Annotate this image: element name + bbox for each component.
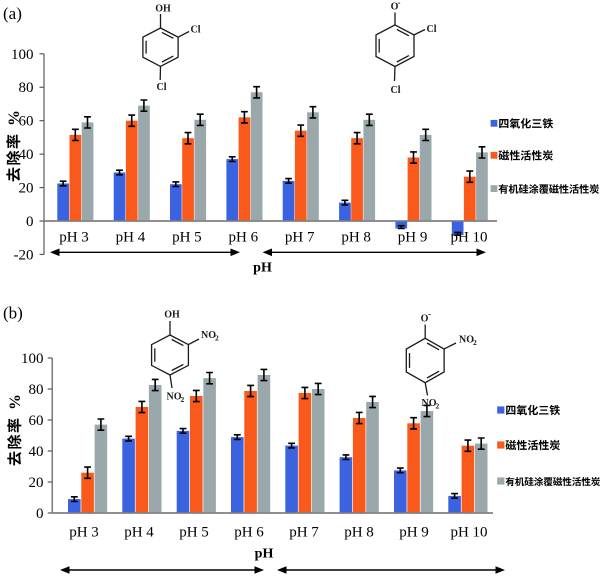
svg-text:Cl: Cl: [157, 82, 167, 93]
svg-text:pH 5: pH 5: [179, 525, 209, 541]
svg-text:pH 4: pH 4: [116, 230, 146, 246]
svg-text:O: O: [391, 2, 399, 13]
svg-text:20: 20: [29, 475, 44, 491]
svg-text:2: 2: [181, 395, 185, 404]
svg-text:Cl: Cl: [427, 24, 437, 35]
svg-text:pH 6: pH 6: [228, 230, 258, 246]
svg-text:-20: -20: [14, 247, 34, 263]
svg-text:NO: NO: [422, 398, 437, 409]
svg-text:NO: NO: [201, 330, 216, 341]
svg-text:pH: pH: [255, 547, 274, 562]
svg-text:80: 80: [29, 382, 44, 398]
svg-text:Cl: Cl: [391, 85, 401, 96]
svg-text:(b): (b): [3, 304, 23, 323]
svg-text:pH 7: pH 7: [289, 525, 319, 541]
svg-text:NO: NO: [459, 335, 474, 346]
svg-text:20: 20: [19, 181, 34, 197]
svg-text:NO: NO: [167, 392, 182, 403]
svg-text:-: -: [428, 309, 431, 319]
svg-text:pH 8: pH 8: [341, 230, 371, 246]
svg-text:40: 40: [19, 147, 34, 163]
svg-text:60: 60: [19, 114, 34, 130]
svg-text:pH 3: pH 3: [69, 525, 99, 541]
svg-text:-: -: [398, 0, 401, 8]
svg-text:80: 80: [19, 80, 34, 96]
svg-text:pH 4: pH 4: [124, 525, 154, 541]
svg-text:pH 7: pH 7: [285, 230, 315, 246]
svg-text:pH 8: pH 8: [344, 525, 374, 541]
svg-text:0: 0: [36, 506, 44, 522]
svg-text:O: O: [421, 314, 429, 325]
svg-text:2: 2: [473, 338, 477, 347]
svg-text:100: 100: [21, 351, 44, 367]
svg-text:pH 3: pH 3: [59, 230, 89, 246]
svg-text:Cl: Cl: [191, 25, 201, 36]
svg-text:0: 0: [26, 214, 34, 230]
svg-text:(a): (a): [3, 4, 22, 23]
svg-text:%: %: [7, 394, 24, 410]
svg-text:pH 5: pH 5: [172, 230, 202, 246]
svg-text:pH 9: pH 9: [398, 230, 428, 246]
svg-text:pH 10: pH 10: [450, 525, 487, 541]
svg-text:pH 6: pH 6: [234, 525, 264, 541]
svg-text:60: 60: [29, 413, 44, 429]
svg-text:%: %: [6, 110, 23, 126]
svg-text:pH 10: pH 10: [450, 230, 487, 246]
svg-text:OH: OH: [155, 4, 171, 15]
svg-text:OH: OH: [164, 310, 180, 321]
svg-text:100: 100: [11, 47, 34, 63]
svg-text:pH 9: pH 9: [399, 525, 429, 541]
svg-text:40: 40: [29, 444, 44, 460]
svg-text:2: 2: [436, 402, 440, 411]
svg-text:2: 2: [215, 334, 219, 343]
svg-text:pH: pH: [253, 261, 272, 276]
